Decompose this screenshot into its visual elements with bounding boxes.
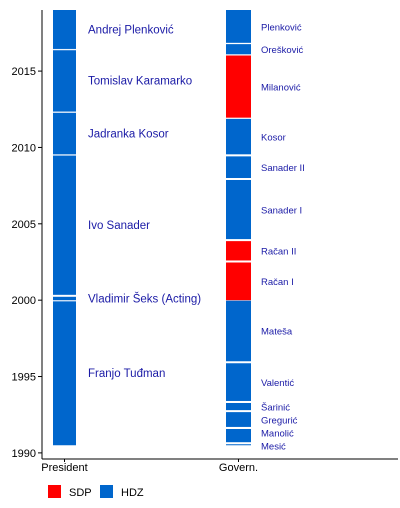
segment-label: Sanader II <box>261 163 305 174</box>
y-tick-label: 2010 <box>12 142 36 154</box>
segment-label: Mesić <box>261 441 286 452</box>
segment-bar <box>226 240 251 261</box>
segment-bar <box>53 112 76 155</box>
legend-swatch <box>48 485 61 498</box>
segment-label: Sanader I <box>261 205 302 216</box>
segment-bar <box>53 155 76 295</box>
segment-bar <box>53 296 76 301</box>
bars <box>53 10 251 446</box>
segment-label: Vladimir Šeks (Acting) <box>88 292 201 305</box>
legend-label: HDZ <box>121 487 144 499</box>
segment-bar <box>226 43 251 55</box>
legend-swatch <box>100 485 113 498</box>
category-label: President <box>41 462 87 474</box>
legend-label: SDP <box>69 487 92 499</box>
segment-label: Franjo Tuđman <box>88 368 165 380</box>
segment-label: Valentić <box>261 378 294 389</box>
segment-label: Milanović <box>261 82 301 93</box>
segment-labels: Franjo Tuđman Vladimir Šeks (Acting) Ivo S… <box>88 22 305 452</box>
category-labels: President Govern. <box>41 459 258 474</box>
segment-bar <box>226 10 251 43</box>
segment-bar <box>53 49 76 112</box>
segment-label: Tomislav Karamarko <box>88 76 192 88</box>
legend: SDP HDZ <box>48 485 144 499</box>
segment-label: Šarinić <box>261 402 290 413</box>
segment-bar <box>226 155 251 178</box>
segment-label: Jadranka Kosor <box>88 128 169 140</box>
segment-bar <box>226 300 251 362</box>
segment-label: Račan I <box>261 277 294 288</box>
segment-bar <box>226 428 251 443</box>
segment-bar <box>226 411 251 427</box>
segment-bar <box>53 10 76 49</box>
segment-bar <box>226 261 251 301</box>
segment-label: Mateša <box>261 327 293 338</box>
segment-bar <box>226 402 251 411</box>
y-tick-label: 1995 <box>12 372 36 384</box>
segment-bar <box>226 118 251 155</box>
segment-label: Kosor <box>261 132 286 143</box>
segment-label: Plenković <box>261 22 302 33</box>
segment-bar <box>226 443 251 446</box>
segment-label: Andrej Plenković <box>88 24 174 36</box>
segment-bar <box>226 55 251 118</box>
y-tick-label: 2015 <box>12 66 36 78</box>
segment-label: Račan II <box>261 247 296 258</box>
segment-bar <box>53 300 76 446</box>
y-axis: 1990 1995 2000 2005 2010 2015 <box>12 10 398 460</box>
y-tick-label: 2000 <box>12 295 36 307</box>
y-tick-label: 2005 <box>12 219 36 231</box>
segment-label: Gregurić <box>261 415 298 426</box>
category-label: Govern. <box>219 462 258 474</box>
segment-bar <box>226 179 251 240</box>
segment-label: Orešković <box>261 45 303 56</box>
segment-bar <box>226 362 251 401</box>
segment-label: Manolić <box>261 428 294 439</box>
y-tick-label: 1990 <box>12 448 36 460</box>
segment-label: Ivo Sanader <box>88 220 150 232</box>
